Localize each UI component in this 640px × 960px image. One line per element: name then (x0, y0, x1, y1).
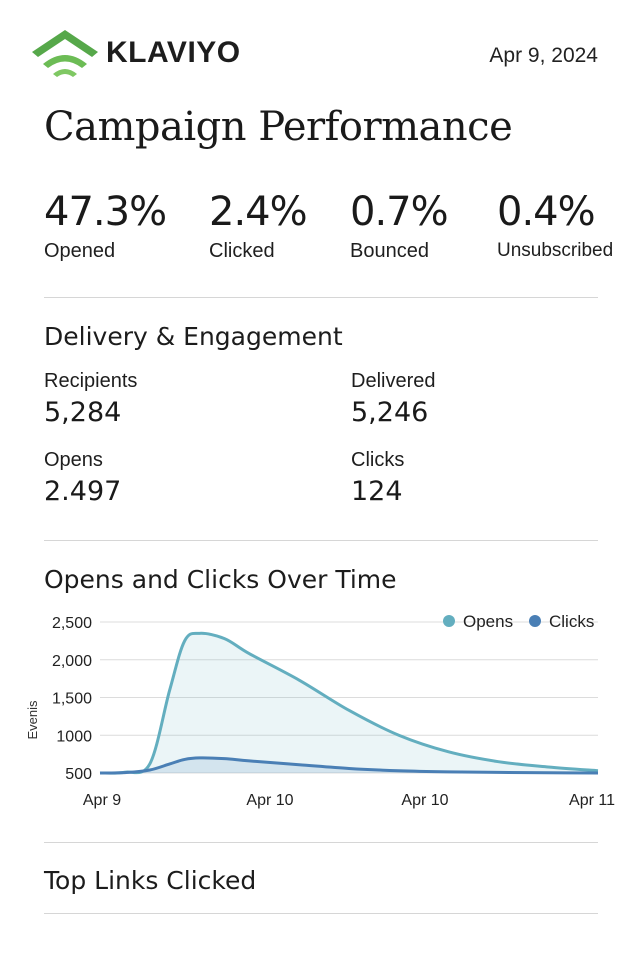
metric-recipients: Recipients 5,284 (44, 370, 137, 428)
legend-label: Clicks (549, 612, 594, 631)
stat-unsubscribed: 0.4% Unsubscribed (497, 190, 613, 262)
x-tick-label: Apr 11 (569, 792, 615, 809)
legend-dot-opens (443, 615, 455, 627)
metric-value: 2.497 (44, 476, 122, 507)
x-tick-label: Apr 9 (83, 792, 121, 809)
series-area-opens (100, 633, 598, 774)
brand-name: KLAVIYO (106, 36, 241, 69)
metric-label: Clicks (351, 449, 405, 471)
metric-value: 5,246 (351, 397, 429, 428)
stat-label: Clicked (209, 240, 275, 262)
series-area-clicks (100, 757, 598, 773)
metric-label: Delivered (351, 370, 436, 392)
metric-clicks: Clicks 124 (351, 449, 404, 507)
metric-delivered: Delivered 5,246 (351, 370, 435, 428)
y-tick-label: 500 (65, 766, 92, 783)
y-tick-label: 2,500 (52, 615, 92, 632)
metric-value: 124 (351, 476, 403, 507)
x-tick-label: Apr 10 (246, 792, 293, 809)
stat-label: Opened (44, 240, 116, 262)
divider (44, 842, 598, 843)
delivery-section-title: Delivery & Engagement (44, 322, 343, 351)
y-tick-label: 1000 (56, 728, 92, 745)
stat-value: 0.4% (497, 189, 596, 235)
legend-dot-clicks (529, 615, 541, 627)
legend-label: Opens (463, 612, 513, 631)
divider (44, 297, 598, 298)
y-axis-label: Evenis (25, 700, 40, 740)
stat-opened: 47.3% Opened (44, 189, 167, 263)
metric-label: Opens (44, 449, 103, 471)
metric-label: Recipients (44, 370, 138, 392)
stat-clicked: 2.4% Clicked (209, 189, 308, 263)
opens-clicks-chart: 2,500 2,000 1,500 1000 500 Evenis Apr 9 Apr 10 A… (25, 612, 615, 809)
report-date: Apr 9, 2024 (489, 44, 598, 67)
stat-value: 2.4% (209, 189, 308, 235)
divider (44, 913, 598, 914)
divider (44, 540, 598, 541)
page-title: Campaign Performance (44, 104, 513, 150)
metric-value: 5,284 (44, 397, 122, 428)
klaviyo-logo-icon (32, 30, 98, 77)
series-line-opens (99, 631, 599, 775)
top-links-section-title: Top Links Clicked (44, 866, 257, 895)
chart-section-title: Opens and Clicks Over Time (44, 565, 397, 594)
y-tick-label: 2,000 (52, 653, 92, 670)
y-tick-label: 1,500 (52, 691, 92, 708)
stat-value: 0.7% (350, 189, 449, 235)
stat-value: 47.3% (44, 189, 167, 235)
stat-label: Bounced (350, 240, 429, 262)
x-tick-label: Apr 10 (401, 792, 448, 809)
metric-opens: Opens 2.497 (44, 449, 121, 507)
series-line-clicks (99, 756, 599, 775)
stat-bounced: 0.7% Bounced (350, 189, 449, 263)
stat-label: Unsubscribed (497, 240, 614, 261)
